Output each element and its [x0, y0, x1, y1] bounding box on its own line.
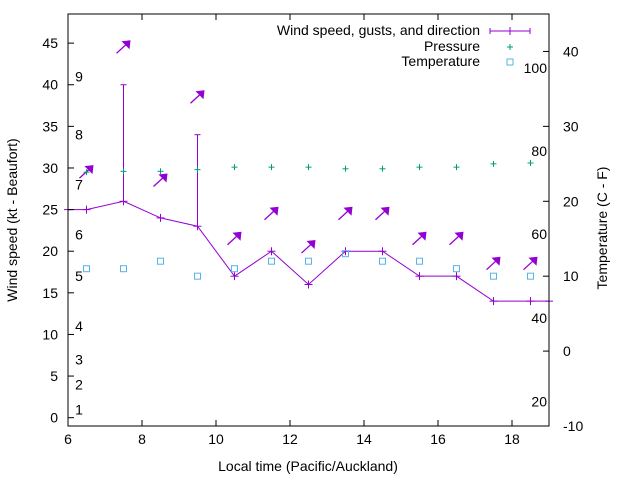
- y-tick-label: 40: [42, 77, 58, 93]
- temperature-point: [83, 265, 90, 273]
- wind-speed-point: [452, 272, 461, 281]
- y-tick-label: 35: [42, 118, 58, 134]
- y-tick-label: 15: [42, 285, 58, 301]
- legend-label-pressure: Pressure: [424, 38, 480, 54]
- y-tick-label: 0: [50, 410, 58, 426]
- pressure-point: [342, 165, 349, 172]
- pressure-point: [379, 165, 386, 172]
- wind-direction-arrow: [486, 256, 501, 271]
- x-tick-label: 14: [356, 431, 372, 447]
- fahrenheit-label: 80: [531, 143, 547, 159]
- wind-speed-point: [82, 205, 91, 214]
- y2-tick-label: 20: [563, 193, 579, 209]
- x-tick-label: 8: [138, 431, 146, 447]
- wind-speed-point: [415, 272, 424, 281]
- pressure-point: [490, 160, 497, 167]
- beaufort-label: 8: [75, 127, 83, 143]
- fahrenheit-label: 40: [531, 310, 547, 326]
- y2-tick-label: 30: [563, 118, 579, 134]
- fahrenheit-label: 20: [531, 393, 547, 409]
- pressure-point: [83, 169, 90, 176]
- pressure-point: [231, 164, 238, 171]
- temperature-point: [268, 257, 275, 265]
- wind-direction-arrow: [375, 206, 390, 221]
- wind-speed-point: [489, 297, 498, 306]
- beaufort-label: 5: [75, 268, 83, 284]
- beaufort-label: 1: [75, 401, 83, 417]
- pressure-point: [527, 159, 534, 166]
- y-axis-label: Wind speed (kt - Beaufort): [4, 138, 20, 301]
- x-tick-label: 10: [208, 431, 224, 447]
- wind-speed-point: [267, 247, 276, 256]
- wind-direction-arrow: [190, 90, 205, 104]
- fahrenheit-label: 60: [531, 226, 547, 242]
- temperature-point: [342, 250, 349, 258]
- x-tick-label: 12: [282, 431, 298, 447]
- y-tick-label: 10: [42, 326, 58, 342]
- x-axis-label: Local time (Pacific/Auckland): [218, 458, 398, 474]
- legend-swatch-temperature: [506, 58, 514, 66]
- temperature-point: [194, 272, 201, 280]
- y2-axis-label: Temperature (C - F): [594, 167, 610, 290]
- wind-direction-arrow: [153, 173, 168, 187]
- wind-direction-arrow: [338, 206, 353, 221]
- wind-speed-point: [304, 280, 313, 289]
- pressure-point: [157, 168, 164, 175]
- temperature-point: [157, 257, 164, 265]
- wind-direction-arrow: [264, 206, 279, 221]
- beaufort-label: 4: [75, 318, 83, 334]
- pressure-point: [416, 164, 423, 171]
- plot-frame: [67, 13, 550, 427]
- y2-tick-label: 40: [563, 43, 579, 59]
- temperature-point: [416, 257, 423, 265]
- legend: Wind speed, gusts, and directionPressure…: [277, 22, 531, 69]
- x-tick-label: 6: [64, 431, 72, 447]
- y-tick-label: 20: [42, 243, 58, 259]
- wind-direction-arrow: [449, 231, 464, 246]
- beaufort-label: 2: [75, 376, 83, 392]
- y-tick-label: 5: [50, 368, 58, 384]
- beaufort-label: 7: [75, 177, 83, 193]
- beaufort-label: 3: [75, 351, 83, 367]
- pressure-point: [268, 164, 275, 171]
- y-tick-label: 25: [42, 202, 58, 218]
- y2-tick-label: -10: [563, 418, 583, 434]
- temperature-point: [453, 265, 460, 273]
- y2-tick-label: 0: [563, 343, 571, 359]
- x-tick-label: 16: [430, 431, 446, 447]
- wind-direction-arrow: [412, 231, 427, 246]
- wind-direction-arrow: [301, 240, 316, 254]
- y-tick-label: 30: [42, 160, 58, 176]
- temperature-point: [305, 257, 312, 265]
- pressure-point: [453, 164, 460, 171]
- wind-speed-point: [156, 213, 165, 222]
- pressure-point: [194, 166, 201, 173]
- beaufort-label: 9: [75, 68, 83, 84]
- temperature-point: [527, 272, 534, 280]
- pressure-point: [305, 164, 312, 171]
- x-tick-label: 18: [504, 431, 520, 447]
- y-tick-label: 45: [42, 35, 58, 51]
- legend-label-temperature: Temperature: [401, 53, 480, 69]
- temperature-point: [120, 265, 127, 273]
- fahrenheit-label: 100: [524, 60, 548, 76]
- temperature-point: [231, 265, 238, 273]
- wind-speed-point: [526, 297, 535, 306]
- y2-tick-label: 10: [563, 268, 579, 284]
- wind-direction-arrow: [116, 40, 131, 54]
- wind-direction-arrow: [523, 256, 538, 271]
- temperature-point: [490, 272, 497, 280]
- legend-label-wind: Wind speed, gusts, and direction: [277, 22, 480, 38]
- wind-speed-point: [378, 247, 387, 256]
- pressure-point: [120, 168, 127, 175]
- wind-direction-arrow: [227, 231, 242, 246]
- beaufort-label: 6: [75, 227, 83, 243]
- wind-speed-point: [230, 272, 239, 281]
- temperature-point: [379, 257, 386, 265]
